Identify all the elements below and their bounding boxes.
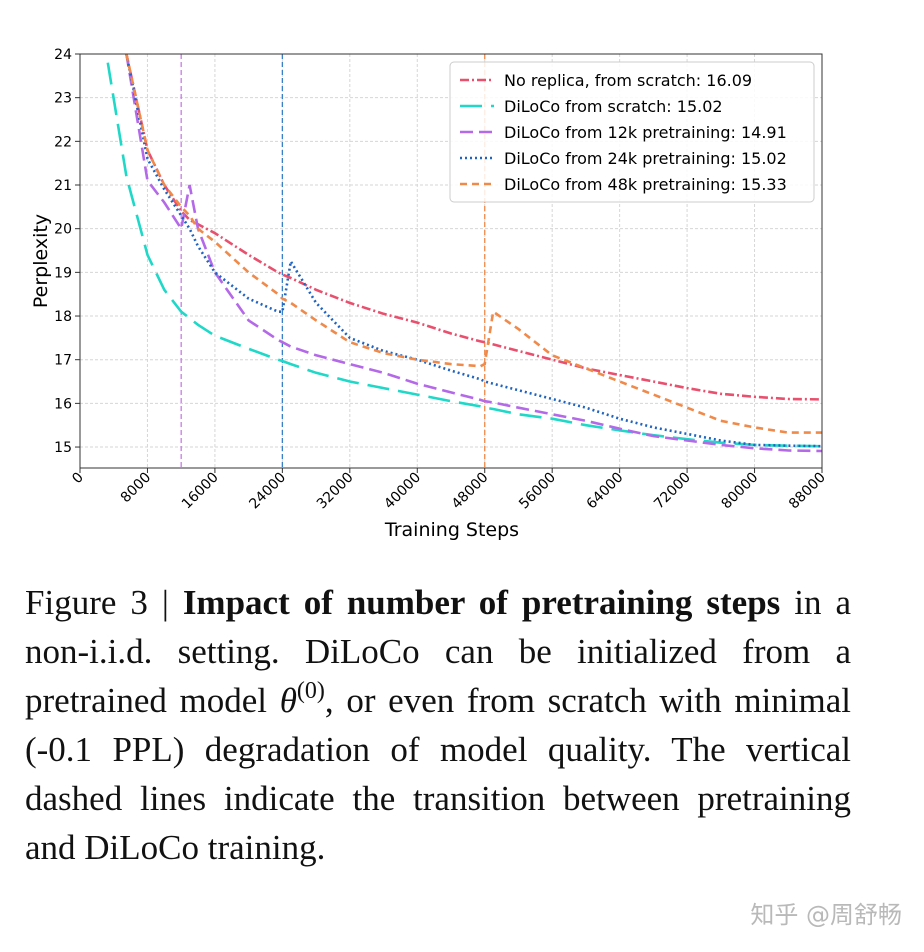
caption-bold: Impact of number of pretraining steps: [182, 583, 781, 622]
y-tick-label: 20: [54, 222, 72, 238]
x-tick-label: 72000: [651, 470, 694, 513]
y-tick-label: 15: [54, 440, 72, 456]
x-tick-label: 40000: [381, 470, 424, 513]
series-line: [125, 54, 822, 448]
y-tick-label: 21: [54, 178, 72, 194]
chart: 15 16 17 18 19 20 21 22 23 24 0 8000 16000 24000 32000…: [30, 47, 829, 541]
y-tick-label: 22: [54, 134, 72, 150]
plot-frame: [79, 53, 823, 469]
legend-label: DiLoCo from scratch: 15.02: [504, 97, 723, 116]
y-axis-label: Perplexity: [30, 214, 52, 308]
legend: No replica, from scratch: 16.09 DiLoCo fr…: [449, 61, 815, 203]
series-line: [125, 54, 822, 401]
x-tick-label: 0: [69, 470, 87, 488]
caption-text: , or even from scratch with minimal (-0.…: [25, 681, 851, 867]
x-tick-label: 48000: [449, 470, 492, 513]
x-tick-label: 88000: [786, 470, 829, 513]
caption-math: θ: [279, 681, 297, 720]
x-tick-label: 8000: [118, 470, 155, 507]
legend-box: [449, 61, 815, 203]
watermark: 知乎 @周舒畅: [750, 901, 902, 929]
y-tick-label: 18: [54, 309, 72, 325]
y-tick-label: 24: [54, 47, 72, 63]
caption-text: in a non-i.i.d. setting. DiLoCo can be i…: [25, 583, 851, 720]
legend-label: No replica, from scratch: 16.09: [504, 71, 752, 90]
x-tick-label: 56000: [516, 470, 559, 513]
x-tick-label: 24000: [246, 470, 289, 513]
caption: Figure 3 | Impact of number of pretraini…: [25, 578, 851, 872]
legend-label: DiLoCo from 24k pretraining: 15.02: [504, 149, 787, 168]
x-axis-label: Training Steps: [384, 519, 519, 541]
x-tick-label: 64000: [584, 470, 627, 513]
y-tick-label: 17: [54, 353, 72, 369]
series-line: [125, 54, 822, 453]
y-tick-label: 23: [54, 91, 72, 107]
caption-sup: (0): [296, 678, 325, 704]
x-tick-label: 32000: [314, 470, 357, 513]
x-tick-label: 80000: [719, 470, 762, 513]
x-tick-label: 16000: [179, 470, 222, 513]
caption-label: Figure 3 |: [25, 583, 183, 622]
y-tick-label: 19: [54, 265, 72, 281]
y-tick-label: 16: [54, 396, 72, 412]
legend-label: DiLoCo from 48k pretraining: 15.33: [504, 175, 787, 194]
legend-label: DiLoCo from 12k pretraining: 14.91: [504, 123, 787, 142]
